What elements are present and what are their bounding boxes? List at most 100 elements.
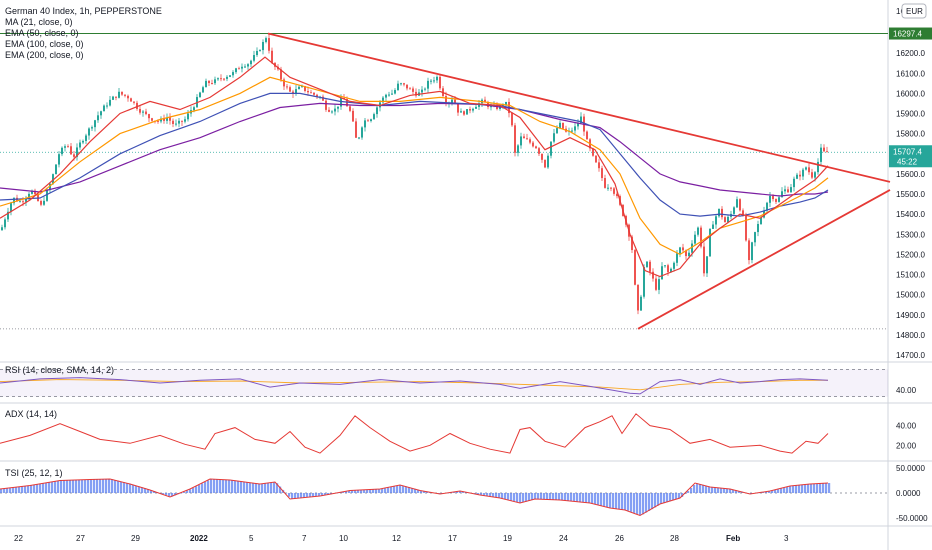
tsi-bar [291, 493, 294, 499]
candle [145, 111, 147, 115]
candle [574, 126, 576, 131]
candle [817, 161, 819, 173]
tsi-bar [258, 483, 261, 493]
rsi-band [0, 369, 888, 397]
legend-ma21[interactable]: MA (21, close, 0) [5, 17, 73, 27]
tsi-title[interactable]: TSI (25, 12, 1) [5, 468, 63, 478]
tsi-bar [411, 488, 414, 493]
adx-pane[interactable]: 40.00 20.00 [0, 413, 917, 454]
candle [202, 87, 204, 93]
rsi-pane[interactable]: 40.00 [0, 369, 917, 397]
price-pane[interactable] [0, 32, 891, 330]
time-axis[interactable]: 22 27 29 2022 5 7 10 12 17 19 24 26 28 Feb 3 [14, 534, 789, 543]
tsi-bar [123, 482, 126, 493]
adx-title[interactable]: ADX (14, 14) [5, 409, 58, 419]
tsi-bar [603, 493, 606, 507]
tsi-bar [24, 486, 27, 493]
tsi-bar [456, 491, 459, 493]
candle [346, 99, 348, 107]
tsi-bar [699, 484, 702, 493]
candle [394, 90, 396, 94]
ema200-line [0, 102, 829, 197]
price-tick-label: 14900.0 [896, 311, 925, 320]
chart-title[interactable]: German 40 Index, 1h, PEPPERSTONE [5, 6, 162, 16]
candle [529, 139, 531, 143]
candle [634, 250, 636, 285]
candle [205, 80, 207, 88]
candle [28, 193, 30, 198]
candle [187, 113, 189, 120]
price-tick-label: 15500.0 [896, 190, 925, 199]
tsi-bar [48, 482, 51, 493]
tsi-bar [675, 493, 678, 500]
legend-ema100[interactable]: EMA (100, close, 0) [5, 39, 84, 49]
candle [433, 80, 435, 82]
tsi-bar [651, 493, 654, 510]
tsi-bar [654, 493, 657, 508]
tsi-bar [249, 482, 252, 493]
candle [316, 94, 318, 97]
tsi-bar [30, 485, 33, 493]
tsi-bar [243, 481, 246, 493]
tsi-bar [828, 483, 831, 493]
candle [235, 68, 237, 73]
price-tick-label: 15100.0 [896, 271, 925, 280]
tsi-bar [144, 488, 147, 493]
tsi-bar [162, 493, 165, 495]
candle [469, 109, 471, 111]
tsi-bar [423, 491, 426, 493]
tsi-bar [735, 490, 738, 493]
candle [733, 207, 735, 214]
tsi-bar [321, 493, 324, 496]
tsi-bar [390, 487, 393, 493]
candle [331, 111, 333, 113]
candle [40, 201, 42, 205]
candle [169, 117, 171, 121]
candle [58, 154, 60, 165]
tsi-bar [12, 487, 15, 493]
time-tick-label: 19 [503, 534, 512, 543]
time-tick-label: Feb [726, 534, 740, 543]
candle [445, 96, 447, 104]
tsi-bar [642, 493, 645, 515]
candle [580, 116, 582, 124]
tsi-bar [297, 493, 300, 499]
tsi-bar [171, 493, 174, 497]
tsi-tick-label: -50.0000 [896, 514, 928, 523]
candle [382, 97, 384, 103]
candle [460, 111, 462, 113]
price-axis[interactable]: 16300.016200.016100.016000.015900.015800… [889, 3, 932, 360]
tsi-bar [540, 493, 543, 500]
candle [454, 99, 456, 104]
tsi-bar [720, 488, 723, 493]
tsi-bar [309, 493, 312, 498]
candle [775, 199, 777, 202]
tsi-bar [582, 493, 585, 503]
candle [49, 183, 51, 190]
candle [304, 86, 306, 91]
tsi-bar [537, 493, 540, 500]
price-tick-top: 16 [896, 7, 905, 16]
tsi-bar [636, 493, 639, 515]
legend-ema50[interactable]: EMA (50, close, 0) [5, 28, 79, 38]
tsi-bar [702, 484, 705, 493]
tsi-bar [477, 493, 480, 495]
tsi-pane[interactable]: 50.0000 0.0000 -50.0000 [0, 464, 928, 523]
tsi-bar [240, 481, 243, 493]
time-tick-label: 27 [76, 534, 85, 543]
candle [586, 131, 588, 140]
candle [334, 108, 336, 112]
time-tick-label: 22 [14, 534, 23, 543]
rsi-title[interactable]: RSI (14, close, SMA, 14, 2) [5, 365, 115, 375]
candle [85, 135, 87, 141]
candle [430, 80, 432, 82]
tsi-bar [606, 493, 609, 507]
legend-ema200[interactable]: EMA (200, close, 0) [5, 50, 84, 60]
candle [727, 216, 729, 223]
tsi-bar [489, 493, 492, 497]
tsi-bar [780, 488, 783, 493]
tsi-bar [591, 493, 594, 504]
tsi-bar [87, 479, 90, 493]
candle [76, 147, 78, 157]
